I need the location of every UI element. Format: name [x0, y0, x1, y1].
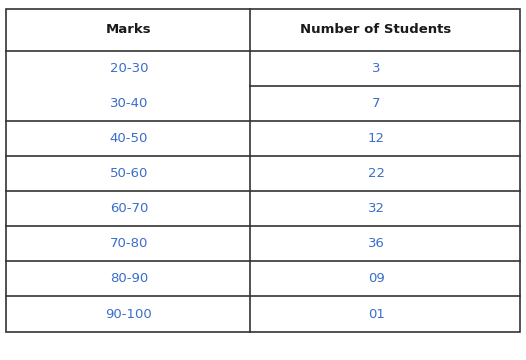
Text: 80-90: 80-90: [110, 273, 148, 285]
Text: 40-50: 40-50: [110, 132, 148, 145]
Text: 90-100: 90-100: [106, 307, 152, 320]
Text: 60-70: 60-70: [110, 202, 148, 215]
Text: 32: 32: [368, 202, 385, 215]
Text: 12: 12: [368, 132, 385, 145]
Text: 22: 22: [368, 167, 385, 180]
Text: Marks: Marks: [106, 23, 151, 36]
Text: 09: 09: [368, 273, 385, 285]
Text: 50-60: 50-60: [110, 167, 148, 180]
Text: Number of Students: Number of Students: [300, 23, 452, 36]
Text: 7: 7: [372, 97, 380, 110]
Text: 36: 36: [368, 237, 385, 250]
Text: 3: 3: [372, 62, 380, 75]
Text: 70-80: 70-80: [110, 237, 148, 250]
Text: 01: 01: [368, 307, 385, 320]
Text: 30-40: 30-40: [110, 97, 148, 110]
Bar: [6, 9, 520, 332]
Text: 20-30: 20-30: [109, 62, 148, 75]
